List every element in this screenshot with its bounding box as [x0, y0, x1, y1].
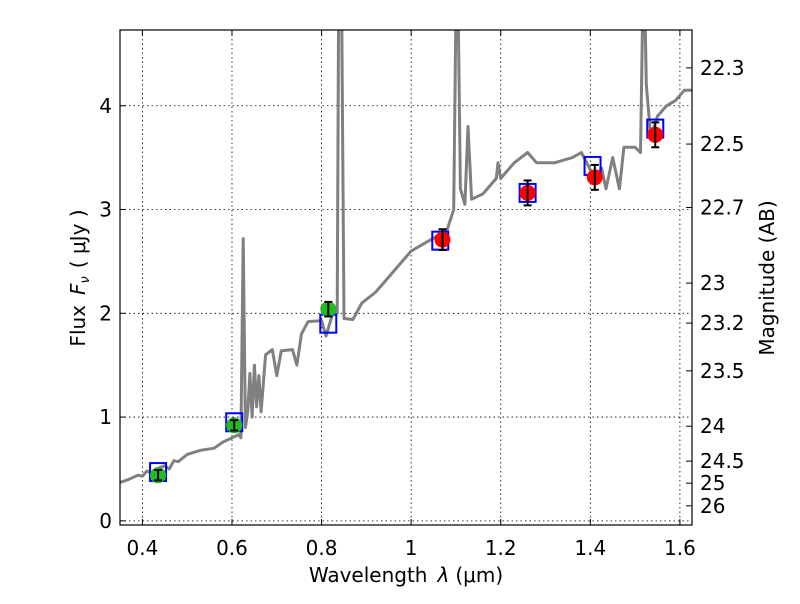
y-tick-label: 4: [99, 94, 112, 118]
y2-tick-label: 24: [700, 414, 725, 438]
x-axis-label: Wavelength λ (μm): [309, 563, 503, 587]
x-tick-label: 0.8: [306, 536, 338, 560]
plot-area: [120, 30, 692, 484]
y-axis-label: FluxFν( μJy ): [66, 209, 93, 346]
y-tick-label: 1: [99, 405, 112, 429]
x-tick-label: 1.2: [485, 536, 517, 560]
y2-tick-label: 23: [700, 271, 725, 295]
x-tick-label: 1.4: [574, 536, 606, 560]
y2-axis-label: Magnitude (AB): [755, 200, 779, 355]
x-tick-label: 1: [405, 536, 418, 560]
y2-tick-label: 26: [700, 494, 725, 518]
y2-tick-label: 22.3: [700, 56, 745, 80]
y2-tick-label: 23.2: [700, 311, 745, 335]
y2-tick-label: 23.5: [700, 359, 745, 383]
y-tick-label: 2: [99, 301, 112, 325]
y2-tick-label: 22.7: [700, 195, 745, 219]
grid: [120, 30, 692, 525]
y-tick-label: 3: [99, 198, 112, 222]
spectrum-line: [120, 30, 692, 484]
axis-ticks: 0.4 0.6 0.8 1 1.2 1.4 1.60123422.322.522.72323…: [99, 30, 745, 560]
x-tick-label: 0.6: [216, 536, 248, 560]
y-tick-label: 0: [99, 509, 112, 533]
x-tick-label: 0.4: [126, 536, 158, 560]
x-tick-label: 1.6: [664, 536, 696, 560]
y2-tick-label: 25: [700, 471, 725, 495]
plot-frame: [119, 29, 693, 526]
y2-tick-label: 22.5: [700, 132, 745, 156]
y2-tick-label: 24.5: [700, 449, 745, 473]
